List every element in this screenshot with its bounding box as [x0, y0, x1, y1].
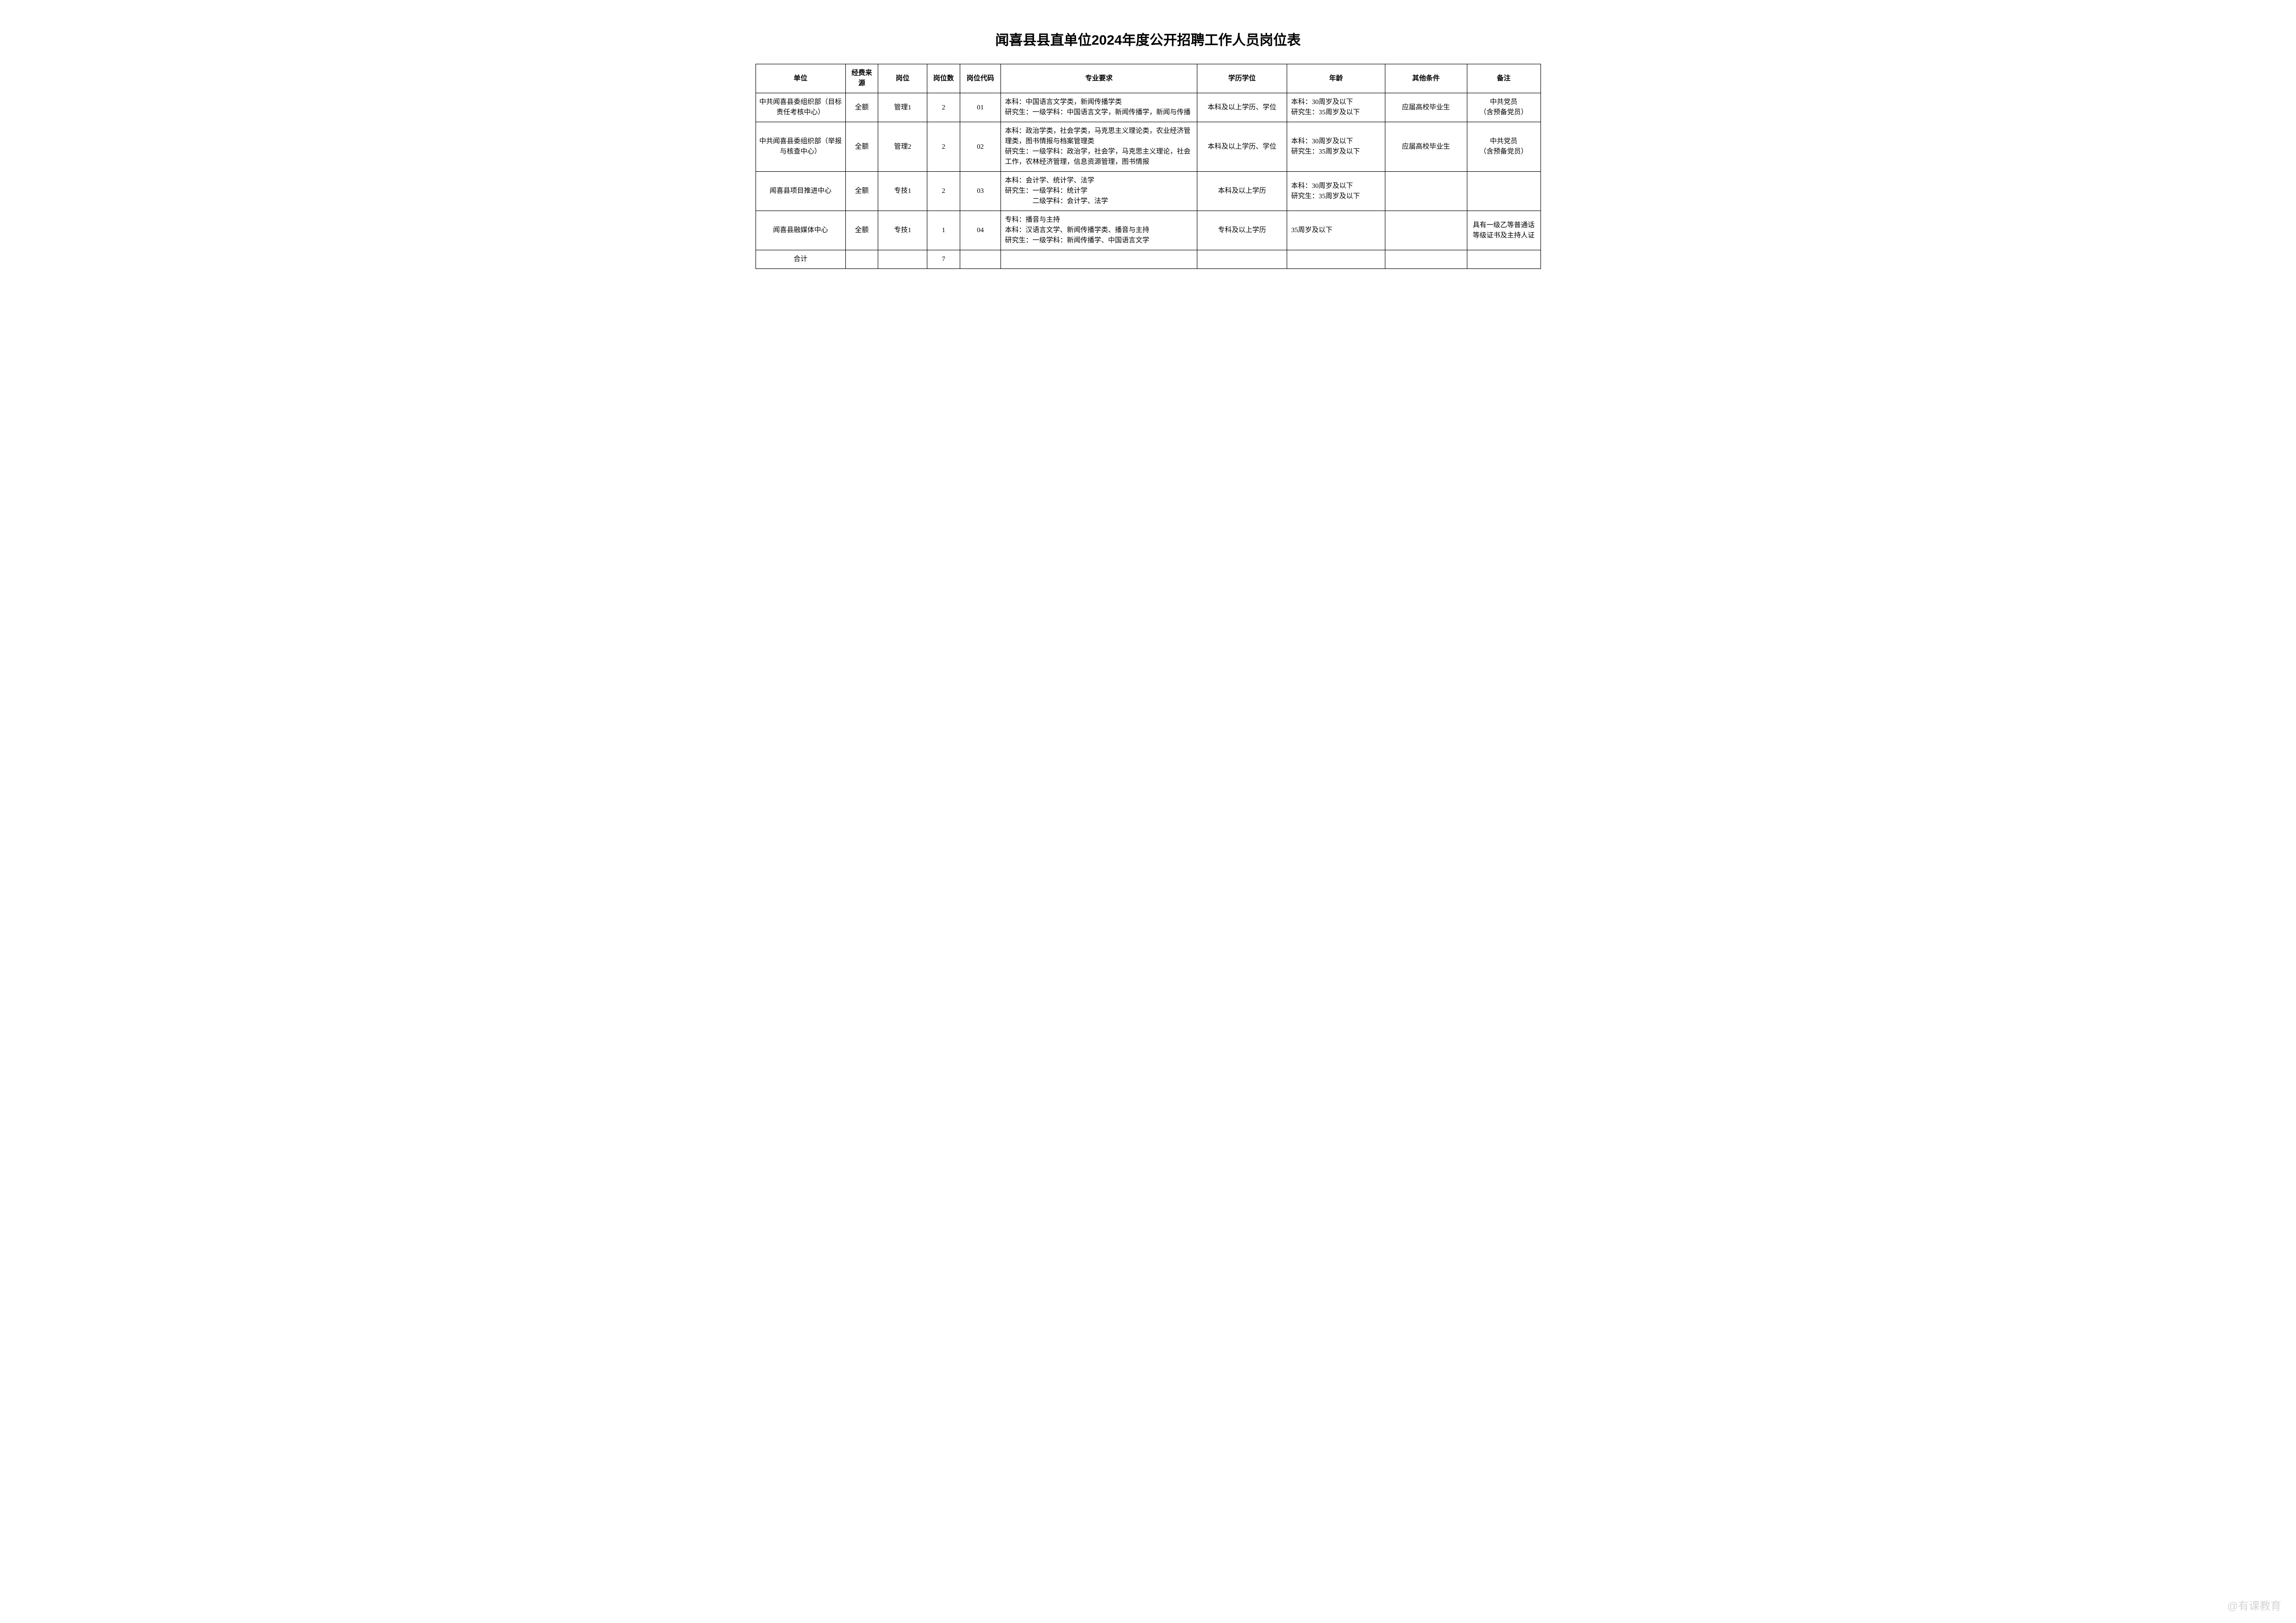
- cell-fund: 全额: [845, 172, 878, 211]
- cell-major: 本科：中国语言文学类，新闻传播学类研究生：一级学科：中国语言文学，新闻传播学，新…: [1001, 93, 1197, 122]
- document-page: 闻喜县县直单位2024年度公开招聘工作人员岗位表 单位 经费来源 岗位 岗位数 …: [756, 29, 1541, 269]
- table-body: 中共闻喜县委组织部（目标责任考核中心）全额管理1201本科：中国语言文学类，新闻…: [756, 93, 1540, 250]
- header-count: 岗位数: [927, 64, 960, 93]
- total-major: [1001, 250, 1197, 269]
- cell-age: 35周岁及以下: [1287, 211, 1385, 250]
- cell-post: 专技1: [878, 211, 927, 250]
- cell-count: 2: [927, 93, 960, 122]
- cell-other: [1385, 172, 1467, 211]
- header-post: 岗位: [878, 64, 927, 93]
- total-edu: [1197, 250, 1287, 269]
- total-label: 合计: [756, 250, 845, 269]
- cell-unit: 中共闻喜县委组织部（举报与核查中心）: [756, 122, 845, 172]
- total-other: [1385, 250, 1467, 269]
- cell-age: 本科：30周岁及以下研究生：35周岁及以下: [1287, 93, 1385, 122]
- total-age: [1287, 250, 1385, 269]
- table-row: 闻喜县项目推进中心全额专技1203本科：会计学、统计学、法学研究生：一级学科：统…: [756, 172, 1540, 211]
- cell-other: 应届高校毕业生: [1385, 122, 1467, 172]
- cell-edu: 专科及以上学历: [1197, 211, 1287, 250]
- cell-code: 02: [960, 122, 1000, 172]
- header-edu: 学历学位: [1197, 64, 1287, 93]
- header-code: 岗位代码: [960, 64, 1000, 93]
- cell-edu: 本科及以上学历、学位: [1197, 122, 1287, 172]
- cell-count: 2: [927, 122, 960, 172]
- header-remark: 备注: [1467, 64, 1540, 93]
- cell-remark: 中共党员（含预备党员）: [1467, 122, 1540, 172]
- cell-unit: 中共闻喜县委组织部（目标责任考核中心）: [756, 93, 845, 122]
- total-remark: [1467, 250, 1540, 269]
- cell-age: 本科：30周岁及以下研究生：35周岁及以下: [1287, 122, 1385, 172]
- cell-code: 04: [960, 211, 1000, 250]
- cell-count: 2: [927, 172, 960, 211]
- cell-fund: 全额: [845, 211, 878, 250]
- recruitment-table: 单位 经费来源 岗位 岗位数 岗位代码 专业要求 学历学位 年龄 其他条件 备注…: [756, 64, 1541, 269]
- cell-fund: 全额: [845, 93, 878, 122]
- total-code: [960, 250, 1000, 269]
- cell-major: 专科：播音与主持本科：汉语言文学、新闻传播学类、播音与主持研究生：一级学科：新闻…: [1001, 211, 1197, 250]
- cell-remark: 中共党员（含预备党员）: [1467, 93, 1540, 122]
- cell-other: 应届高校毕业生: [1385, 93, 1467, 122]
- table-header-row: 单位 经费来源 岗位 岗位数 岗位代码 专业要求 学历学位 年龄 其他条件 备注: [756, 64, 1540, 93]
- cell-remark: 具有一级乙等普通话等级证书及主持人证: [1467, 211, 1540, 250]
- cell-post: 管理1: [878, 93, 927, 122]
- total-fund: [845, 250, 878, 269]
- page-title: 闻喜县县直单位2024年度公开招聘工作人员岗位表: [756, 29, 1541, 49]
- cell-other: [1385, 211, 1467, 250]
- total-count: 7: [927, 250, 960, 269]
- cell-fund: 全额: [845, 122, 878, 172]
- total-post: [878, 250, 927, 269]
- header-major: 专业要求: [1001, 64, 1197, 93]
- table-row: 闻喜县融媒体中心全额专技1104专科：播音与主持本科：汉语言文学、新闻传播学类、…: [756, 211, 1540, 250]
- header-unit: 单位: [756, 64, 845, 93]
- cell-unit: 闻喜县项目推进中心: [756, 172, 845, 211]
- cell-major: 本科：会计学、统计学、法学研究生：一级学科：统计学 二级学科：会计学、法学: [1001, 172, 1197, 211]
- watermark-text: @有课教育: [2227, 1597, 2281, 1613]
- header-other: 其他条件: [1385, 64, 1467, 93]
- header-age: 年龄: [1287, 64, 1385, 93]
- cell-edu: 本科及以上学历、学位: [1197, 93, 1287, 122]
- cell-unit: 闻喜县融媒体中心: [756, 211, 845, 250]
- cell-remark: [1467, 172, 1540, 211]
- table-row: 中共闻喜县委组织部（举报与核查中心）全额管理2202本科：政治学类，社会学类，马…: [756, 122, 1540, 172]
- table-total-row: 合计 7: [756, 250, 1540, 269]
- cell-post: 管理2: [878, 122, 927, 172]
- cell-code: 01: [960, 93, 1000, 122]
- cell-major: 本科：政治学类，社会学类，马克思主义理论类，农业经济管理类，图书情报与档案管理类…: [1001, 122, 1197, 172]
- cell-post: 专技1: [878, 172, 927, 211]
- cell-code: 03: [960, 172, 1000, 211]
- table-row: 中共闻喜县委组织部（目标责任考核中心）全额管理1201本科：中国语言文学类，新闻…: [756, 93, 1540, 122]
- cell-age: 本科：30周岁及以下研究生：35周岁及以下: [1287, 172, 1385, 211]
- cell-count: 1: [927, 211, 960, 250]
- cell-edu: 本科及以上学历: [1197, 172, 1287, 211]
- header-fund: 经费来源: [845, 64, 878, 93]
